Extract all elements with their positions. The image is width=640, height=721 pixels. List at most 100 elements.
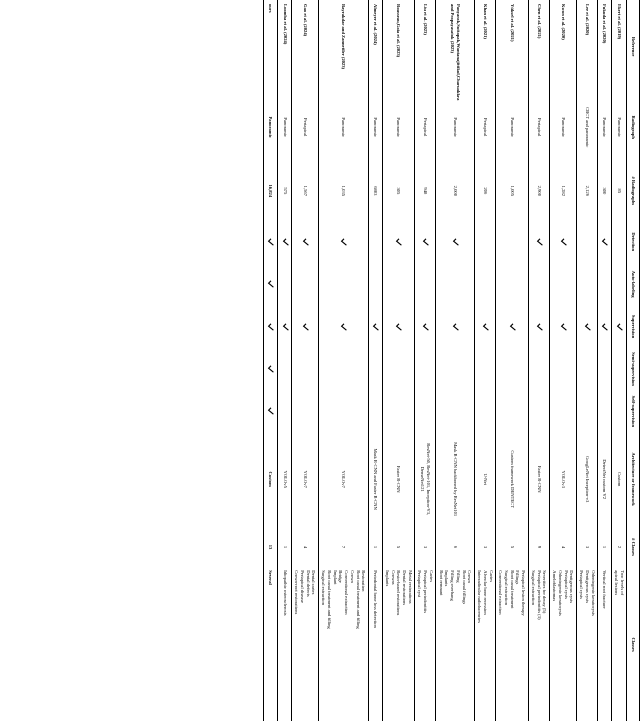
cell-radiograph: Panoramic: [318, 93, 368, 161]
cell-detection: [436, 221, 474, 263]
col-supervision: Supervision: [627, 305, 640, 347]
cell-detection: [549, 221, 576, 263]
cell-classes: Periapical lesion therapyFillingsRoot ca…: [496, 568, 529, 721]
table-row: Rousseau,Gaia et al. (2023)Panoramic305F…: [382, 0, 415, 721]
cell-radiograph: Periapical: [292, 93, 319, 161]
check-icon: [451, 238, 456, 246]
check-icon: [301, 238, 306, 246]
col-arch: Architecture or framework: [627, 433, 640, 526]
cell-arch: GoogLeNet Inception-v3: [576, 433, 597, 526]
cell-arch: YOLOv7: [318, 433, 368, 526]
cell-self: [611, 390, 626, 432]
cell-reference: Fukuda et al. (2020): [598, 0, 612, 93]
literature-table: Reference Radiograph # Radiographs Detec…: [263, 0, 640, 721]
cell-n-classes: 1: [598, 526, 612, 568]
cell-self: [292, 390, 319, 432]
cell-semi: [382, 348, 415, 390]
footer-radiograph: Panoramic: [263, 93, 278, 161]
check-icon: [535, 238, 540, 246]
check-icon: [281, 323, 286, 331]
cell-radiograph: Periapical: [474, 93, 495, 161]
check-icon: [266, 323, 271, 331]
check-icon: [266, 280, 271, 288]
cell-self: [368, 390, 382, 432]
cell-n-classes: 1: [278, 526, 292, 568]
check-icon: [600, 323, 605, 331]
cell-radiograph: Periapical: [528, 93, 549, 161]
table-row: Almeyer et al. (2024)Panoramic6803Mask R…: [368, 0, 382, 721]
cell-radiograph: CBCT and panoramic: [576, 93, 597, 161]
col-detection: Detection: [627, 221, 640, 263]
cell-n-radiographs: 2,126: [576, 161, 597, 220]
cell-supervision: [549, 305, 576, 347]
table-row: Gao et al. (2024)Periapical1,567YOLOv74D…: [292, 0, 319, 721]
cell-n-radiographs: 206: [474, 161, 495, 220]
cell-radiograph: Panoramic: [598, 93, 612, 161]
cell-n-radiographs: 1,567: [292, 161, 319, 220]
table-row: Kwon et al. (2020)Panoramic1,282YOLOv34D…: [549, 0, 576, 721]
cell-semi: [598, 348, 612, 390]
table-row: Bayrakdar and Zannetiler (2023)Panoramic…: [318, 0, 368, 721]
page-container: Reference Radiograph # Radiographs Detec…: [0, 0, 640, 721]
cell-arch: U-Net: [474, 433, 495, 526]
header-row: Reference Radiograph # Radiographs Detec…: [627, 0, 640, 721]
table-row: Ekert et al. (2019)Panoramic85Custom2Two…: [611, 0, 626, 721]
cell-n-classes: 1: [368, 526, 382, 568]
footer-self: [263, 390, 278, 432]
check-icon: [281, 238, 286, 246]
cell-classes: RestorationRoot canal treatment and fill…: [318, 568, 368, 721]
cell-reference: Liu et al. (2023): [415, 0, 436, 93]
cell-supervision: [598, 305, 612, 347]
cell-classes: Idiopathic osteosclerosis: [278, 568, 292, 721]
cell-supervision: [318, 305, 368, 347]
cell-n-classes: 3: [415, 526, 436, 568]
cell-classes: CrownRoot canal fillingsFillingFilling o…: [436, 568, 474, 721]
table-row: Liu et al. (2023)Periapical948ResNet-50,…: [415, 0, 436, 721]
col-auto-label: Auto-labeling: [627, 263, 640, 305]
cell-auto: [368, 263, 382, 305]
cell-arch: Custom: [611, 433, 626, 526]
cell-self: [576, 390, 597, 432]
cell-n-radiographs: 300: [598, 161, 612, 220]
cell-semi: [474, 348, 495, 390]
cell-auto: [598, 263, 612, 305]
cell-classes: Severities for decay (5)Periapical perio…: [528, 568, 549, 721]
cell-auto: [549, 263, 576, 305]
check-icon: [600, 238, 605, 246]
cell-semi: [436, 348, 474, 390]
cell-classes: Vertical root fracture: [598, 568, 612, 721]
cell-n-classes: 7: [318, 526, 368, 568]
cell-self: [436, 390, 474, 432]
cell-arch: ResNet-50, ResNet-101, Inception-V3, Den…: [415, 433, 436, 526]
cell-auto: [318, 263, 368, 305]
footer-semi: [263, 348, 278, 390]
cell-supervision: [528, 305, 549, 347]
cell-arch: YOLOv5: [278, 433, 292, 526]
cell-detection: [611, 221, 626, 263]
cell-supervision: [415, 305, 436, 347]
cell-n-radiographs: 1,005: [496, 161, 529, 220]
cell-n-radiographs: 85: [611, 161, 626, 220]
cell-n-classes: 5: [496, 526, 529, 568]
footer-n-classes: 13: [263, 526, 278, 568]
cell-classes: CariesPeriapical periodontitisPeriapical…: [415, 568, 436, 721]
col-reference: Reference: [627, 0, 640, 93]
cell-n-classes: 4: [292, 526, 319, 568]
cell-semi: [368, 348, 382, 390]
cell-radiograph: Panoramic: [278, 93, 292, 161]
cell-arch: Faster R-CNN: [382, 433, 415, 526]
cell-supervision: [292, 305, 319, 347]
cell-reference: Bayrakdar and Zannetiler (2023): [318, 0, 368, 93]
col-n-classes: # Classes: [627, 526, 640, 568]
cell-reference: Khan et al. (2021): [474, 0, 495, 93]
cell-n-classes: 3: [474, 526, 495, 568]
cell-reference: Rousseau,Gaia et al. (2023): [382, 0, 415, 93]
cell-detection: [382, 221, 415, 263]
cell-auto: [611, 263, 626, 305]
cell-supervision: [611, 305, 626, 347]
cell-classes: Periodontal bone loss detection: [368, 568, 382, 721]
cell-arch: YOLOv3: [549, 433, 576, 526]
cell-semi: [549, 348, 576, 390]
cell-n-classes: 4: [549, 526, 576, 568]
check-icon: [508, 323, 513, 331]
